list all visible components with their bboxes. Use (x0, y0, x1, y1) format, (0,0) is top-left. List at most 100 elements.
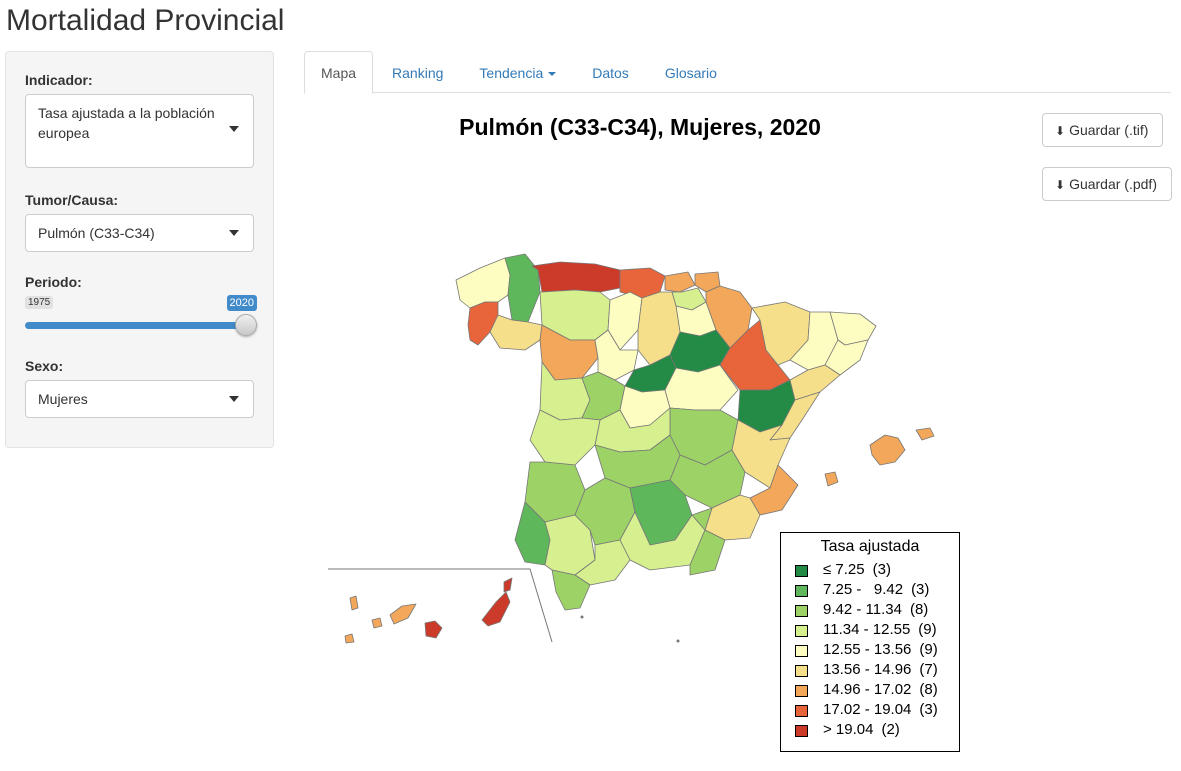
legend-item: 11.34 - 12.55 (9) (781, 620, 959, 640)
period-min-label: 1975 (25, 296, 54, 309)
province-lugo[interactable] (504, 253, 541, 323)
legend-item: 13.56 - 14.96 (7) (781, 660, 959, 680)
province-a-coruna[interactable] (455, 257, 511, 309)
legend-item-label: 7.25 - 9.42 (3) (823, 581, 929, 598)
legend-count: (3) (919, 701, 938, 718)
province-santa-cruz-la-palma[interactable] (349, 595, 359, 611)
province-las-palmas-fuerteventura[interactable] (481, 591, 511, 627)
tumor-select[interactable]: Pulmón (C33-C34) (25, 214, 254, 252)
chevron-down-icon (229, 396, 239, 402)
legend-item: > 19.04 (2) (781, 720, 959, 740)
legend-swatch (795, 725, 808, 737)
legend-range: 7.25 - 9.42 (823, 581, 904, 598)
province-ourense[interactable] (489, 314, 543, 351)
legend-items: ≤ 7.25 (3) 7.25 - 9.42 (3) 9.42 - 11.34 (8) 11… (781, 560, 959, 740)
legend-range: > 19.04 (823, 721, 874, 738)
indicator-select[interactable]: Tasa ajustada a la población europea (25, 94, 254, 168)
province-cadiz[interactable] (551, 569, 591, 611)
legend-swatch (795, 605, 808, 617)
legend-item: 17.02 - 19.04 (3) (781, 700, 959, 720)
legend-range: 11.34 - 12.55 (823, 621, 911, 638)
tumor-value: Pulmón (C33-C34) (38, 225, 155, 241)
download-icon: ⬇ (1055, 124, 1066, 138)
tab-mapa[interactable]: Mapa (304, 51, 374, 94)
province-baleares-ibiza[interactable] (824, 471, 839, 487)
download-tif-button[interactable]: ⬇ Guardar (.tif) (1042, 113, 1163, 147)
province-pontevedra[interactable] (467, 301, 499, 346)
legend-range: 12.55 - 13.56 (823, 641, 912, 658)
province-baleares-mallorca[interactable] (869, 434, 906, 466)
app-title: Mortalidad Provincial (6, 4, 285, 37)
download-icon: ⬇ (1055, 178, 1066, 192)
province-baleares-menorca[interactable] (915, 427, 935, 441)
legend-swatch (795, 645, 808, 657)
tumor-field: Tumor/Causa: Pulmón (C33-C34) (25, 192, 254, 252)
province-las-palmas-gran-canaria[interactable] (424, 620, 443, 639)
tab-tendencia[interactable]: Tendencia (462, 51, 573, 93)
legend-swatch (795, 665, 808, 677)
legend-title: Tasa ajustada (820, 538, 920, 555)
spain-choropleth-map (328, 253, 935, 644)
tab-datos[interactable]: Datos (575, 51, 646, 93)
legend-range: ≤ 7.25 (823, 561, 865, 578)
caret-down-icon (548, 72, 557, 77)
province-melilla[interactable] (676, 639, 680, 643)
legend-item: 9.42 - 11.34 (8) (781, 600, 959, 620)
period-slider-track[interactable] (25, 322, 246, 329)
legend-swatch (795, 685, 808, 697)
legend-count: (9) (918, 621, 937, 638)
province-santa-cruz-tenerife[interactable] (389, 603, 417, 625)
download-pdf-label: Guardar (.pdf) (1069, 176, 1157, 192)
legend-count: (2) (881, 721, 900, 738)
legend-count: (3) (911, 581, 930, 598)
tab-label: Ranking (392, 65, 444, 81)
sidebar-panel: Indicador: Tasa ajustada a la población … (5, 51, 274, 448)
legend-range: 13.56 - 14.96 (823, 661, 912, 678)
province-santa-cruz-la-gomera[interactable] (371, 617, 383, 629)
legend-item: 12.55 - 13.56 (9) (781, 640, 959, 660)
tab-glosario[interactable]: Glosario (648, 51, 734, 93)
province-asturias[interactable] (531, 261, 621, 293)
tab-label: Tendencia (479, 65, 544, 81)
legend-swatch (795, 565, 808, 577)
download-pdf-button[interactable]: ⬇ Guardar (.pdf) (1042, 167, 1172, 201)
sex-label: Sexo: (25, 358, 64, 374)
province-ceuta[interactable] (580, 615, 584, 619)
legend-swatch (795, 585, 808, 597)
legend-item-label: 9.42 - 11.34 (8) (823, 601, 928, 618)
chevron-down-icon (229, 230, 239, 236)
province-santa-cruz-el-hierro[interactable] (344, 633, 355, 644)
sex-select[interactable]: Mujeres (25, 380, 254, 418)
legend-item-label: 12.55 - 13.56 (9) (823, 641, 938, 658)
period-field: Periodo: 1975 2020 (25, 274, 257, 336)
legend-item-label: 14.96 - 17.02 (8) (823, 681, 938, 698)
legend-item-label: 17.02 - 19.04 (3) (823, 701, 938, 718)
province-las-palmas-lanzarote[interactable] (503, 577, 513, 593)
chevron-down-icon (229, 126, 239, 132)
legend-item-label: ≤ 7.25 (3) (823, 561, 891, 578)
legend-item: 7.25 - 9.42 (3) (781, 580, 959, 600)
legend-item: ≤ 7.25 (3) (781, 560, 959, 580)
province-bizkaia[interactable] (664, 271, 696, 293)
legend-count: (8) (919, 681, 938, 698)
legend-count: (7) (919, 661, 938, 678)
period-slider-handle[interactable] (235, 314, 257, 336)
legend-swatch (795, 625, 808, 637)
province-zaragoza[interactable] (719, 319, 791, 391)
province-almeria[interactable] (689, 507, 726, 576)
tab-label: Glosario (664, 65, 717, 81)
legend-count: (8) (909, 601, 929, 618)
legend-range: 9.42 - 11.34 (823, 601, 902, 618)
period-slider[interactable]: 1975 2020 (25, 295, 257, 336)
legend-count: (3) (872, 561, 891, 578)
map-legend: Tasa ajustada ≤ 7.25 (3) 7.25 - 9.42 (3) 9.4… (780, 532, 960, 752)
legend-range: 17.02 - 19.04 (823, 701, 912, 718)
period-value-label: 2020 (226, 295, 257, 311)
legend-item-label: > 19.04 (2) (823, 721, 900, 738)
download-tif-label: Guardar (.tif) (1069, 122, 1149, 138)
legend-count: (9) (919, 641, 938, 658)
indicator-value: Tasa ajustada a la población europea (38, 105, 215, 141)
legend-swatch (795, 705, 808, 717)
tab-ranking[interactable]: Ranking (375, 51, 460, 93)
legend-item: 14.96 - 17.02 (8) (781, 680, 959, 700)
